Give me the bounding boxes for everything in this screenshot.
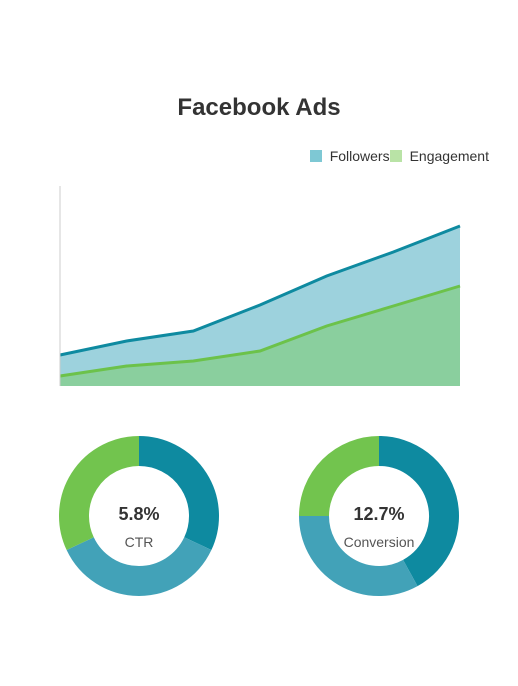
legend-item-followers: Followers xyxy=(309,148,390,164)
donut-0-slice-0 xyxy=(138,436,219,551)
donut-conversion: 12.7% Conversion xyxy=(298,435,460,597)
legend-label-engagement: Engagement xyxy=(409,148,489,164)
donut-conversion-svg xyxy=(299,436,459,596)
donut-ctr-label: CTR xyxy=(124,534,154,550)
donut-ctr-value: 5.8% xyxy=(118,504,160,524)
donut-0-slice-1 xyxy=(66,536,212,596)
donut-1-slice-0 xyxy=(378,436,459,587)
line-followers xyxy=(59,224,461,357)
legend-item-engagement: Engagement xyxy=(389,148,489,164)
legend-swatch-engagement xyxy=(389,150,402,162)
donut-1-slice-2 xyxy=(299,436,380,517)
line-engagement xyxy=(59,284,461,378)
donut-1-slice-1 xyxy=(299,515,418,596)
area-engagement xyxy=(60,286,460,386)
donut-conversion-label: Conversion xyxy=(343,534,415,550)
legend: Followers Engagement xyxy=(309,148,489,164)
legend-swatch-followers xyxy=(309,150,322,162)
chart-title: Facebook Ads xyxy=(177,94,341,121)
legend-label-followers: Followers xyxy=(329,148,390,164)
donut-conversion-value: 12.7% xyxy=(353,504,405,524)
area-chart xyxy=(59,186,461,386)
donut-ctr-svg xyxy=(59,436,219,596)
donut-ctr: 5.8% CTR xyxy=(58,435,220,597)
donut-0-slice-2 xyxy=(59,436,140,551)
